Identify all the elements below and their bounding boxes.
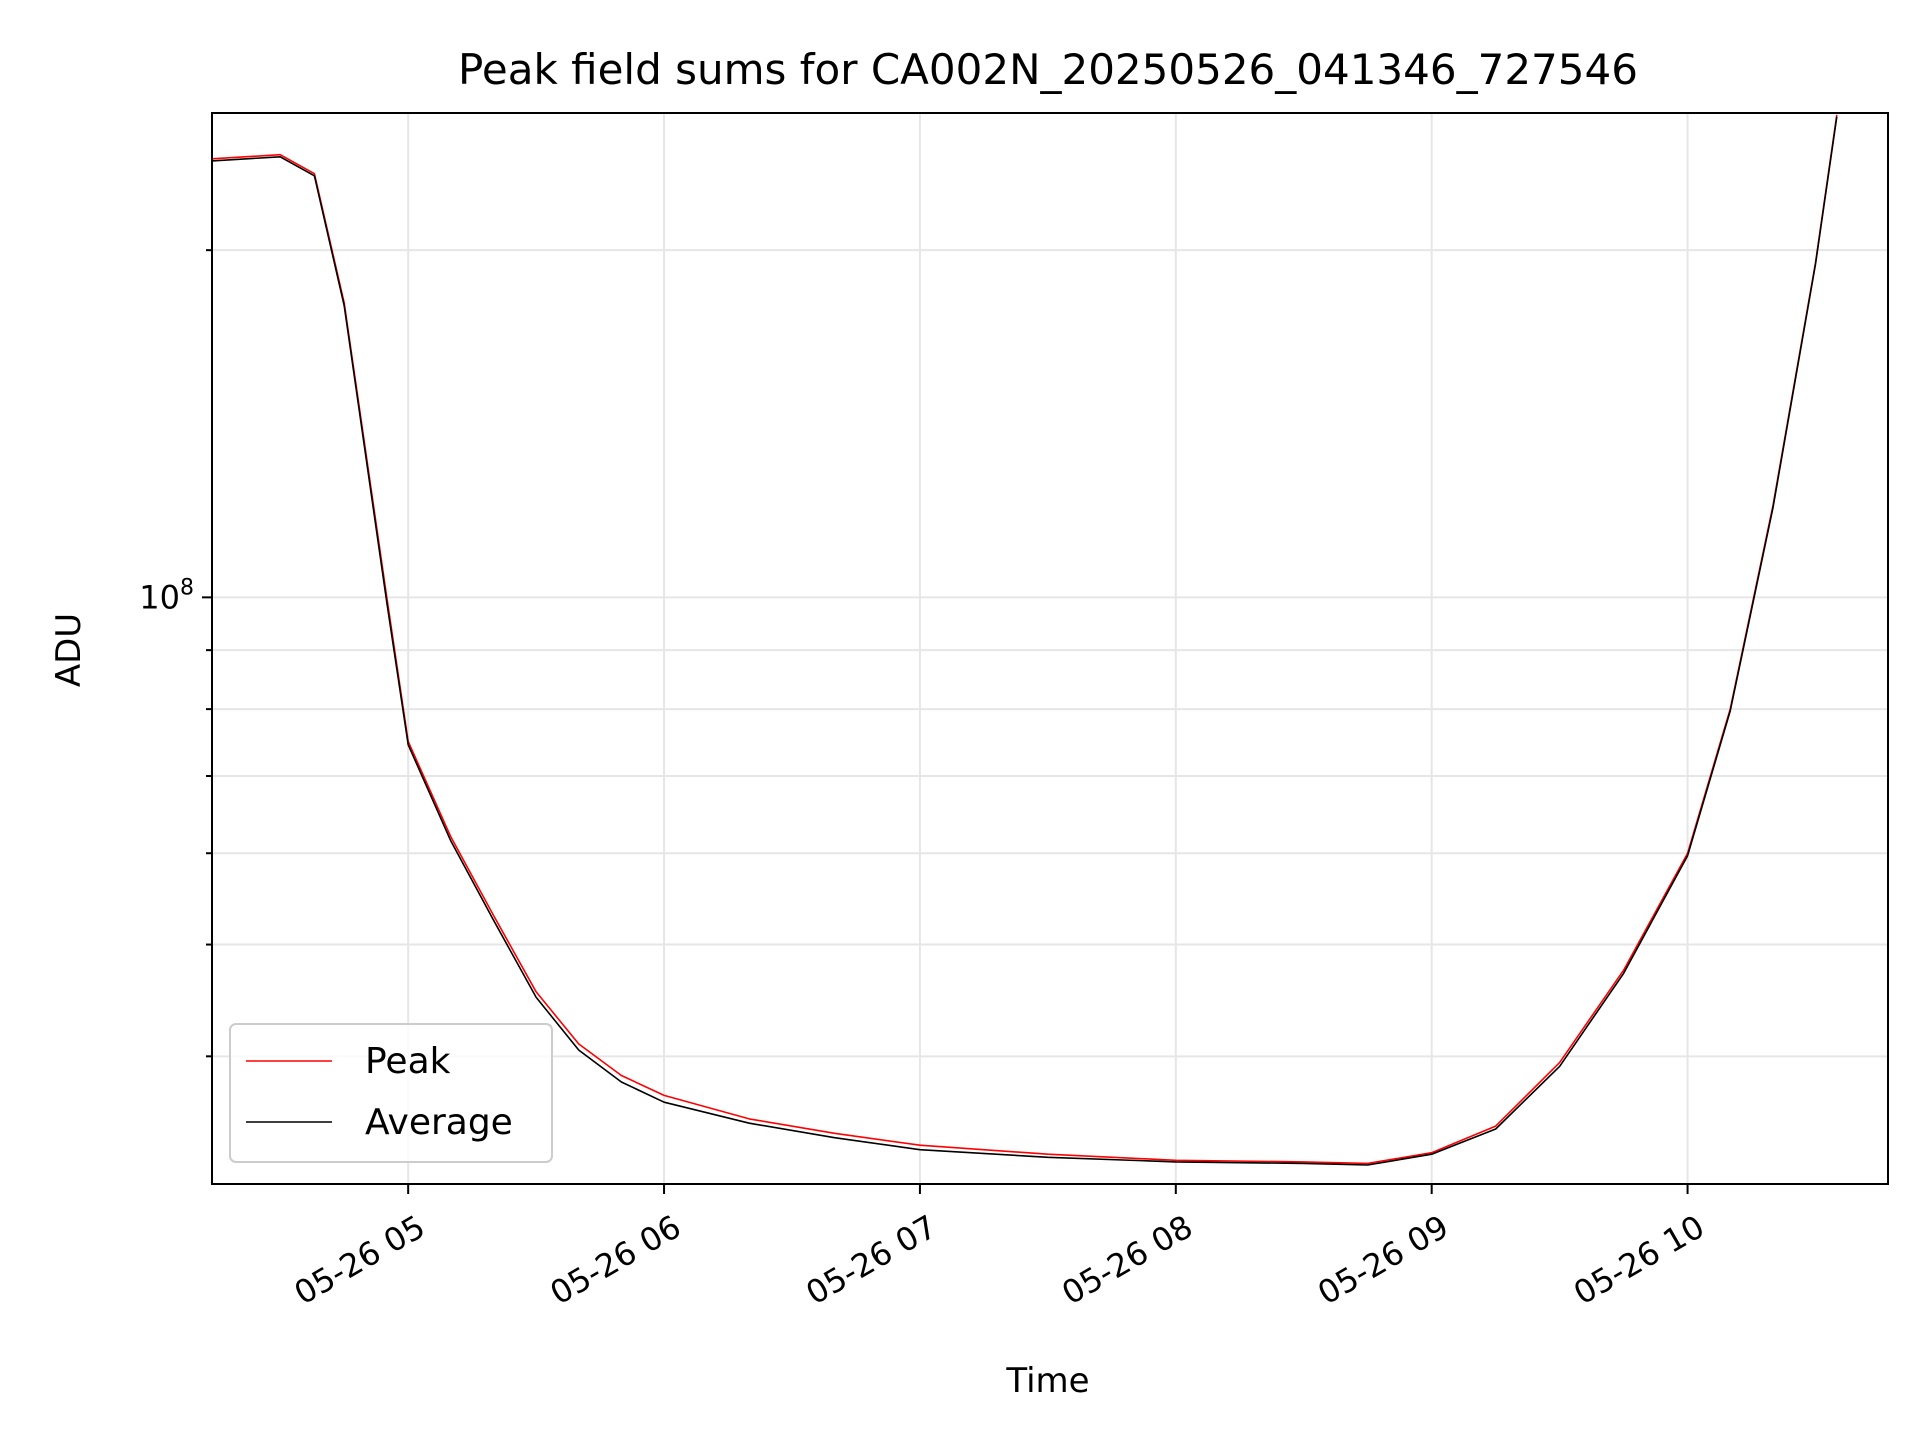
plot-frame [211,112,1889,1185]
chart-title: Peak field sums for CA002N_20250526_0413… [458,45,1638,94]
series-layer [212,114,1838,1166]
x-axis-label: Time [1005,1361,1089,1401]
legend: Peak Average [229,1023,553,1163]
legend-label-peak: Peak [365,1041,451,1082]
grid [212,113,1888,1184]
legend-label-average: Average [365,1102,513,1143]
y-axis: 108 [139,249,212,1058]
y-tick-label: 108 [139,575,194,616]
legend-box [229,1023,553,1163]
series-line-average [212,116,1838,1166]
y-axis-label: ADU [49,613,89,687]
